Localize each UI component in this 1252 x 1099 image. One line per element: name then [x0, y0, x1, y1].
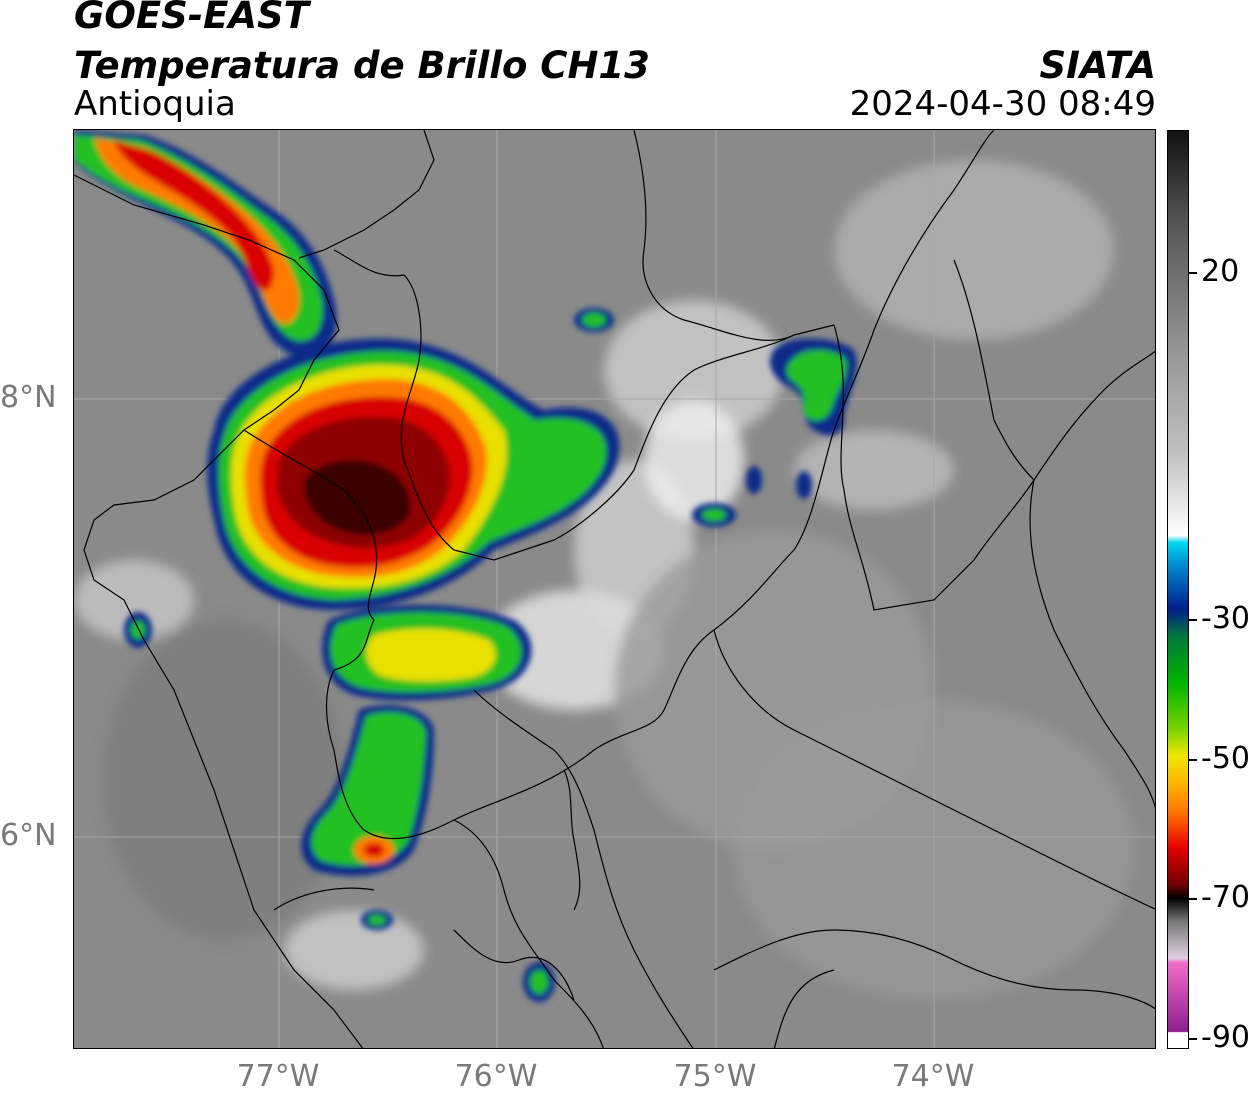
product-title: Temperatura de Brillo CH13 — [74, 44, 650, 87]
colorbar-tick-minus70 — [1189, 898, 1197, 900]
colorbar — [1167, 130, 1189, 1049]
colorbar-tick-minus50 — [1189, 759, 1197, 761]
colorbar-tick-minus30 — [1189, 619, 1197, 621]
lat-label-8n: 8°N — [0, 380, 57, 415]
lon-label-74w: 74°W — [891, 1059, 975, 1094]
colorbar-label-minus50: -50 — [1201, 741, 1250, 776]
lat-label-6n: 6°N — [0, 818, 57, 853]
organization-label: SIATA — [1039, 44, 1156, 87]
boundaries — [74, 130, 1155, 1048]
colorbar-tick-20 — [1189, 272, 1197, 274]
cloud-texture — [74, 160, 1134, 1000]
timestamp-label: 2024-04-30 08:49 — [849, 84, 1156, 124]
colorbar-tick-minus90 — [1189, 1038, 1197, 1040]
lon-label-75w: 75°W — [673, 1059, 757, 1094]
lon-label-77w: 77°W — [236, 1059, 320, 1094]
colorbar-label-minus90: -90 — [1201, 1020, 1250, 1055]
colorbar-label-20: 20 — [1201, 254, 1240, 289]
satellite-map[interactable] — [73, 129, 1156, 1049]
region-subtitle: Antioquia — [74, 84, 236, 124]
colorbar-label-minus70: -70 — [1201, 880, 1250, 915]
lon-label-76w: 76°W — [454, 1059, 538, 1094]
satellite-title: GOES-EAST — [74, 0, 309, 37]
colorbar-label-minus30: -30 — [1201, 601, 1250, 636]
map-canvas — [74, 130, 1155, 1048]
